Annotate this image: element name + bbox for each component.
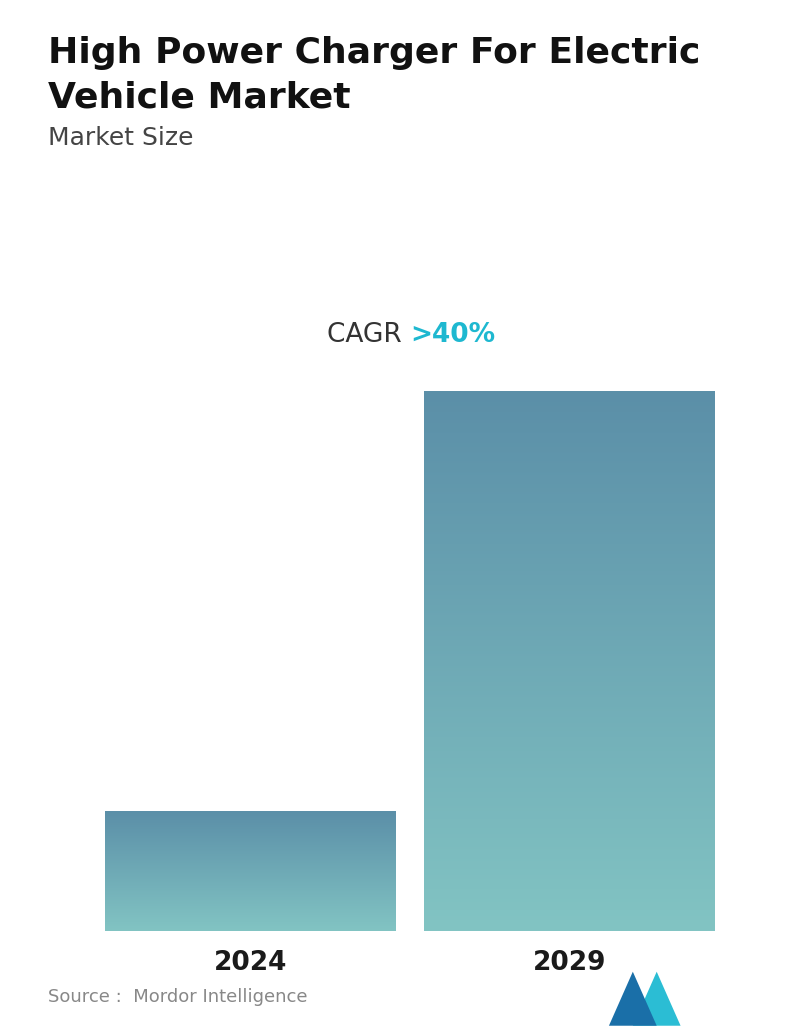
- Text: Market Size: Market Size: [48, 126, 193, 150]
- Polygon shape: [633, 972, 681, 1026]
- Polygon shape: [609, 972, 657, 1026]
- Text: Vehicle Market: Vehicle Market: [48, 81, 350, 115]
- Text: CAGR: CAGR: [327, 322, 410, 348]
- Text: High Power Charger For Electric: High Power Charger For Electric: [48, 36, 700, 70]
- Text: Source :  Mordor Intelligence: Source : Mordor Intelligence: [48, 989, 307, 1006]
- Text: >40%: >40%: [410, 322, 495, 348]
